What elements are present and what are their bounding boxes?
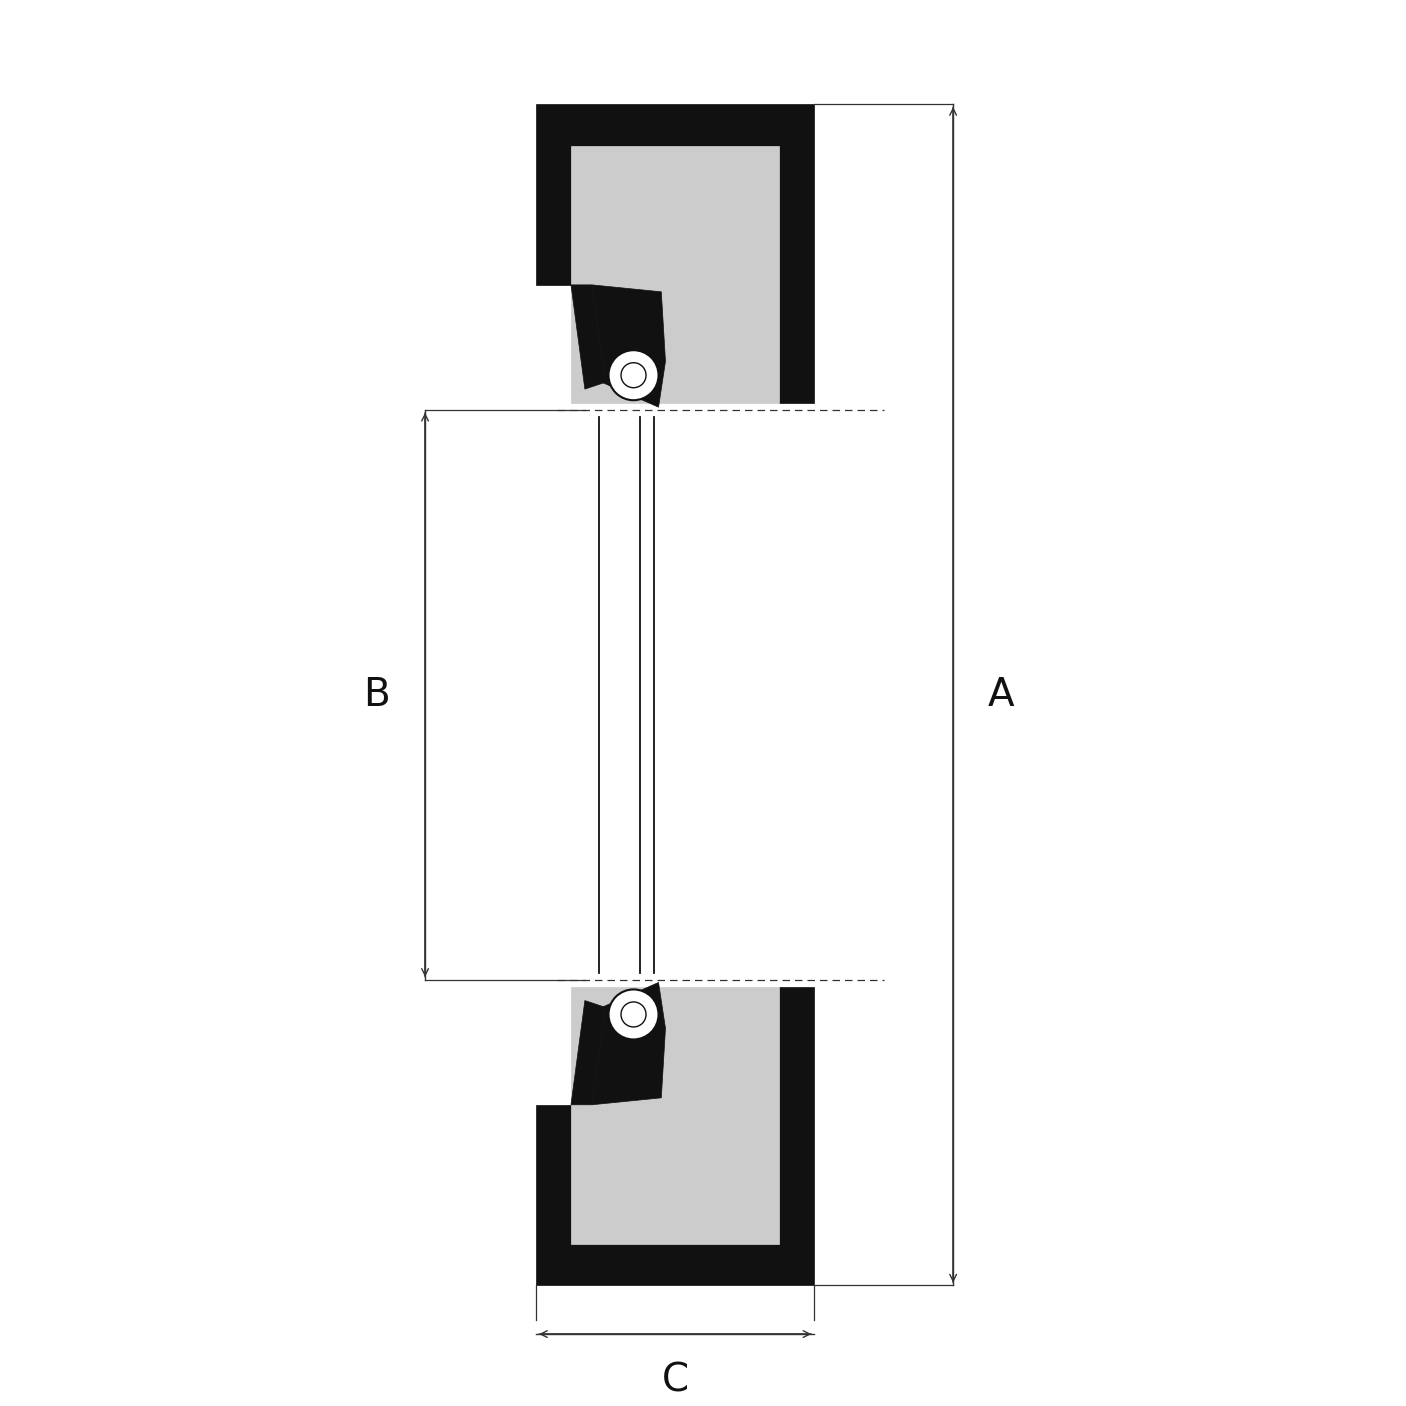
Polygon shape: [571, 146, 779, 404]
Text: C: C: [662, 1362, 689, 1400]
Polygon shape: [571, 1001, 606, 1105]
Polygon shape: [571, 285, 606, 389]
Polygon shape: [592, 983, 665, 1105]
Polygon shape: [592, 285, 665, 408]
Text: B: B: [364, 676, 391, 714]
Circle shape: [609, 350, 658, 401]
Text: A: A: [988, 676, 1015, 714]
Circle shape: [621, 1002, 645, 1026]
Circle shape: [621, 363, 645, 388]
Polygon shape: [536, 104, 814, 404]
Circle shape: [609, 990, 658, 1039]
Polygon shape: [571, 987, 779, 1244]
Polygon shape: [536, 987, 814, 1285]
